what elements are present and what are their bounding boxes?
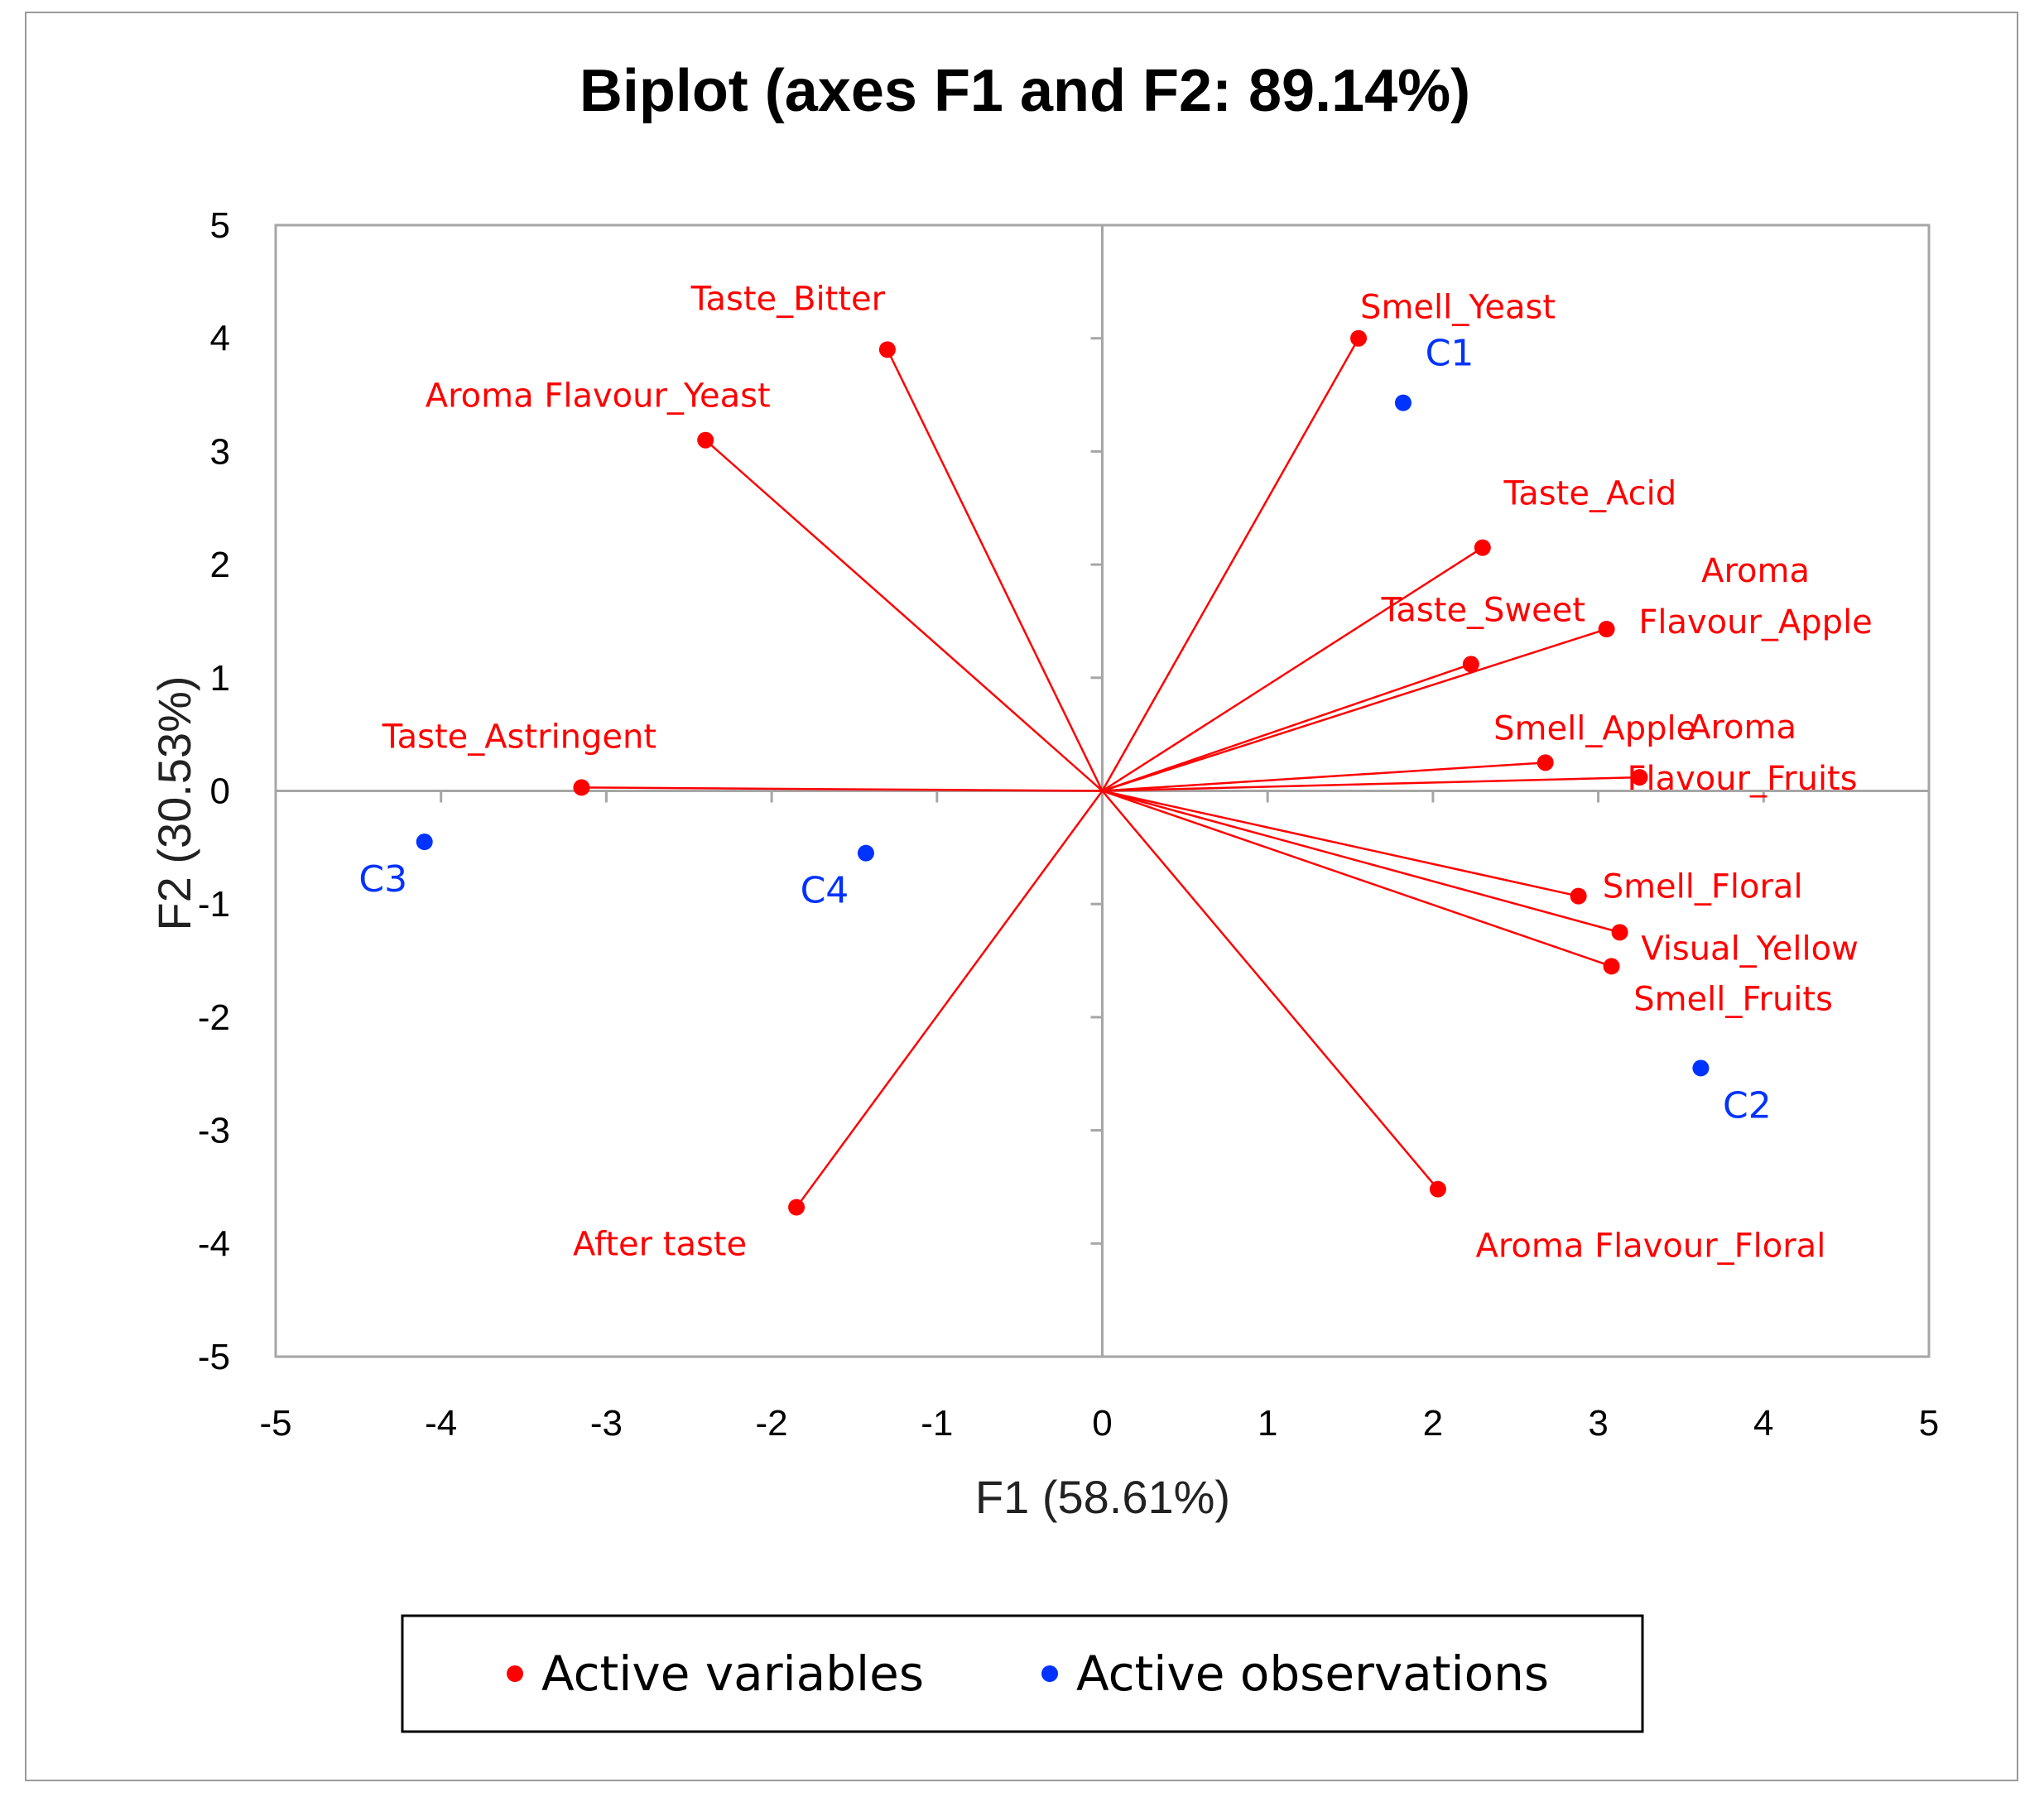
y-tick-label: -5 <box>198 1337 230 1377</box>
variable-point-smell-floral <box>1570 887 1587 905</box>
variable-label-after-taste: After taste <box>573 1226 747 1264</box>
observation-points <box>416 394 1710 1077</box>
variable-points <box>573 329 1648 1216</box>
x-tick-label: 1 <box>1258 1403 1277 1444</box>
variable-point-aroma-flavour-apple <box>1598 621 1615 638</box>
variable-label-taste-astringent: Taste_Astringent <box>382 718 656 756</box>
x-axis-ticks: -5 -4 -3 -2 -1 0 1 2 3 4 5 <box>259 790 1939 1444</box>
variable-point-aroma-flavour-floral <box>1429 1180 1446 1198</box>
biplot-chart: Biplot (axes F1 and F2: 89.14%) 5 4 3 2 1 0 -1… <box>148 58 1939 1733</box>
vector-smell-yeast <box>1101 338 1360 792</box>
vector-aroma-flavour-floral <box>1101 790 1439 1190</box>
variable-point-taste-bitter <box>878 341 896 358</box>
legend-label-observations: Active observations <box>1076 1646 1549 1702</box>
observation-point-c4 <box>857 844 874 862</box>
y-tick-label: -1 <box>198 884 230 925</box>
x-tick-label: 5 <box>1919 1403 1939 1444</box>
x-tick-label: -3 <box>590 1403 623 1444</box>
variable-label-visual-yellow: Visual_Yellow <box>1641 930 1859 968</box>
variable-point-smell-fruits <box>1603 958 1620 975</box>
vector-aroma-flavour-apple <box>1102 627 1607 792</box>
chart-frame: Biplot (axes F1 and F2: 89.14%) 5 4 3 2 1 0 -1… <box>25 12 2018 1781</box>
x-tick-label: 3 <box>1588 1403 1608 1444</box>
y-tick-label: 1 <box>210 658 230 699</box>
x-tick-label: -2 <box>756 1403 788 1444</box>
y-tick-label: 3 <box>210 431 230 472</box>
vector-taste-sweet <box>1102 663 1472 792</box>
x-tick-label: 2 <box>1423 1403 1443 1444</box>
vector-taste-acid <box>1101 546 1484 792</box>
point-labels: Taste_Bitter Aroma Flavour_Yeast Smell_Yea… <box>358 280 1872 1265</box>
x-tick-label: 4 <box>1753 1403 1773 1444</box>
y-tick-label: 2 <box>210 545 230 585</box>
legend-marker-variables <box>507 1665 523 1682</box>
variable-label-smell-apple: Smell_Apple <box>1493 709 1696 747</box>
observation-point-c3 <box>416 834 433 851</box>
x-tick-label: -5 <box>259 1403 291 1444</box>
variable-point-taste-sweet <box>1462 656 1479 673</box>
vector-visual-yellow <box>1102 790 1620 934</box>
legend-marker-observations <box>1041 1665 1058 1682</box>
y-tick-label: -3 <box>198 1111 230 1151</box>
variable-label-aroma-flavour-floral: Aroma Flavour_Floral <box>1475 1228 1825 1266</box>
variable-label-smell-fruits: Smell_Fruits <box>1633 980 1833 1018</box>
variable-label-aroma-flavour-fruits: Aroma Flavour_Fruits <box>1627 709 1857 798</box>
vector-taste-astringent <box>581 786 1103 792</box>
x-tick-label: -1 <box>921 1403 953 1444</box>
variable-point-visual-yellow <box>1611 924 1628 941</box>
legend-label-variables: Active variables <box>541 1646 924 1702</box>
variable-point-after-taste <box>788 1199 806 1216</box>
variable-label-taste-acid: Taste_Acid <box>1503 475 1676 513</box>
variable-point-aroma-flavour-fruits <box>1631 769 1648 786</box>
x-tick-label: -4 <box>425 1403 457 1444</box>
vector-smell-floral <box>1102 790 1579 897</box>
variable-point-taste-acid <box>1474 539 1491 556</box>
vector-aroma-flavour-yeast <box>705 439 1104 792</box>
vector-aroma-flavour-fruits <box>1102 776 1640 792</box>
vector-after-taste <box>796 790 1104 1208</box>
variable-label-taste-sweet: Taste_Sweet <box>1381 591 1585 629</box>
chart-title: Biplot (axes F1 and F2: 89.14%) <box>580 58 1470 124</box>
variable-label-taste-bitter: Taste_Bitter <box>690 280 886 318</box>
vector-smell-fruits <box>1102 790 1612 968</box>
variable-label-aroma-flavour-apple: Aroma Flavour_Apple <box>1638 552 1872 641</box>
variable-point-taste-astringent <box>573 779 590 796</box>
variable-label-aroma-flavour-yeast: Aroma Flavour_Yeast <box>426 377 771 416</box>
y-tick-label: -4 <box>198 1223 230 1264</box>
legend: Active variables Active observations <box>401 1614 1644 1733</box>
variable-point-aroma-flavour-yeast <box>697 431 714 449</box>
y-tick-label: -2 <box>198 997 230 1038</box>
variable-point-smell-apple <box>1537 754 1554 771</box>
observation-point-c2 <box>1692 1059 1710 1077</box>
observation-point-c1 <box>1394 394 1412 411</box>
vector-taste-bitter <box>886 348 1104 792</box>
variable-label-smell-floral: Smell_Floral <box>1603 868 1803 906</box>
observation-label-c3: C3 <box>358 858 407 901</box>
y-tick-label: 0 <box>210 771 230 812</box>
observation-label-c4: C4 <box>801 870 849 912</box>
y-axis-label: F2 (30.53%) <box>148 675 200 930</box>
y-tick-label: 5 <box>210 205 230 246</box>
legend-box <box>401 1614 1644 1733</box>
variable-point-smell-yeast <box>1350 329 1368 347</box>
variable-label-smell-yeast: Smell_Yeast <box>1360 289 1556 327</box>
vector-smell-apple <box>1102 762 1546 792</box>
y-axis-ticks: 5 4 3 2 1 0 -1 -2 -3 -4 -5 <box>198 205 1103 1377</box>
variable-vectors <box>581 338 1640 1208</box>
x-axis-label: F1 (58.61%) <box>975 1471 1230 1523</box>
x-tick-label: 0 <box>1092 1403 1112 1444</box>
y-tick-label: 4 <box>210 319 230 359</box>
observation-label-c1: C1 <box>1426 333 1474 375</box>
observation-label-c2: C2 <box>1723 1084 1772 1127</box>
